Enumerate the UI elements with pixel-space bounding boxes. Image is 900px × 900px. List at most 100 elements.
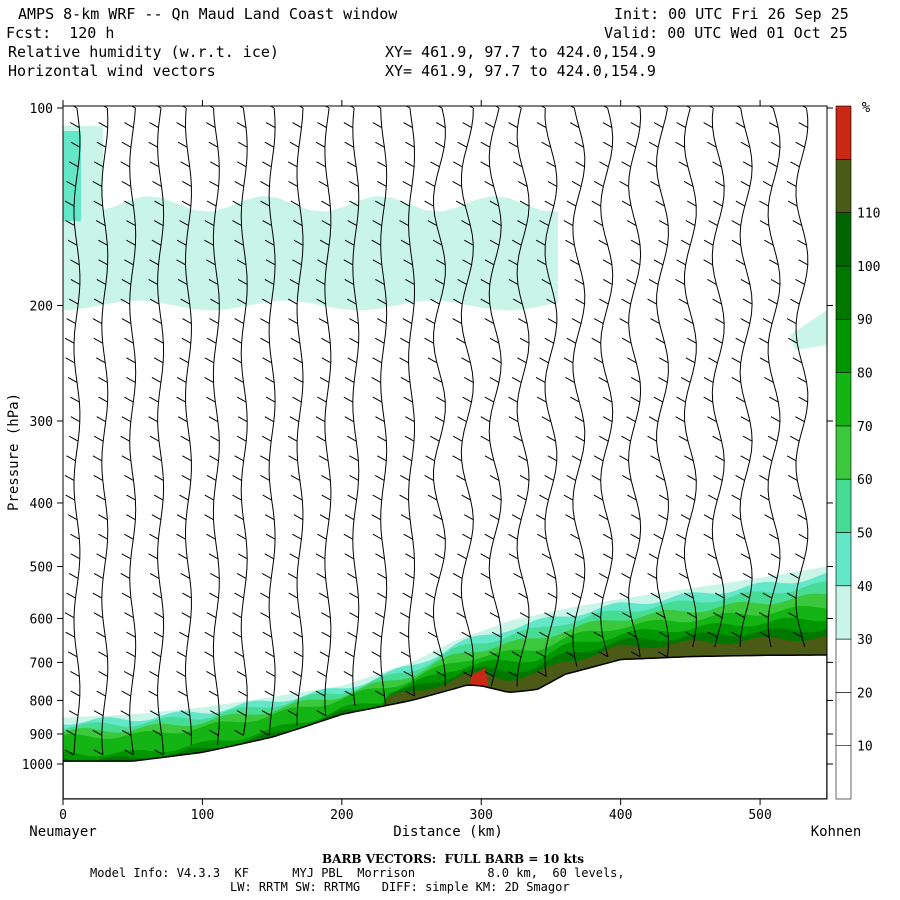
- barb-feather: [237, 690, 248, 697]
- barb-feather: [290, 612, 301, 619]
- barb-feather: [436, 122, 446, 129]
- barb-feather: [603, 141, 613, 148]
- barb-feather: [260, 729, 270, 736]
- barb-feather: [662, 106, 668, 109]
- barb-feather: [569, 122, 580, 129]
- barb-feather: [627, 494, 637, 501]
- barb-feather: [264, 416, 275, 423]
- barb-feather: [707, 141, 717, 148]
- barb-shaft: [600, 107, 614, 657]
- barb-feather: [176, 533, 186, 540]
- barb-feather: [593, 631, 604, 638]
- barb-feather: [180, 710, 191, 717]
- barb-feather: [374, 337, 385, 344]
- barb-feather: [316, 435, 326, 442]
- barb-feather: [630, 514, 641, 521]
- colorbar-label: 40: [857, 580, 873, 595]
- barb-feather: [124, 200, 134, 207]
- barb-feather: [399, 357, 409, 364]
- barb-feather: [154, 749, 164, 756]
- wind-barb-column: [260, 106, 276, 736]
- barb-feather: [372, 220, 382, 227]
- barb-shaft: [129, 107, 137, 755]
- barb-feather: [547, 318, 558, 325]
- barb-feather: [769, 396, 779, 403]
- colorbar-swatch: [835, 105, 852, 160]
- barb-feather: [288, 455, 298, 462]
- barb-feather: [98, 396, 108, 403]
- barb-feather: [64, 200, 75, 207]
- barb-feather: [759, 631, 770, 638]
- barb-feather: [541, 141, 551, 148]
- colorbar-swatch: [835, 159, 852, 213]
- barb-feather: [208, 553, 219, 560]
- barb-feather: [121, 553, 131, 560]
- barb-feather: [429, 573, 440, 579]
- barb-feather: [770, 278, 781, 285]
- barb-feather: [653, 259, 664, 266]
- barb-feather: [318, 180, 329, 187]
- barb-feather: [513, 298, 523, 305]
- barb-feather: [95, 357, 106, 364]
- barb-feather: [68, 298, 79, 305]
- barb-feather: [232, 612, 242, 619]
- barb-feather: [151, 239, 162, 246]
- barb-feather: [508, 671, 518, 677]
- barb-feather: [344, 278, 354, 285]
- barb-feather: [571, 592, 582, 599]
- barb-feather: [494, 106, 500, 109]
- barb-feather: [626, 141, 636, 148]
- barb-feather: [762, 455, 773, 462]
- barb-feather: [400, 651, 411, 658]
- barb-feather: [457, 278, 467, 285]
- barb-feather: [798, 259, 809, 266]
- section-coordinates-2: XY= 461.9, 97.7 to 424.0,154.9: [385, 62, 656, 80]
- barb-feather: [293, 514, 304, 521]
- barb-feather: [678, 161, 689, 168]
- barb-shaft: [157, 107, 165, 755]
- barb-feather: [405, 553, 415, 560]
- barb-feather: [768, 106, 774, 109]
- forecast-hour: Fcst: 120 h: [6, 24, 115, 42]
- barb-feather: [261, 435, 272, 442]
- barb-feather: [290, 474, 301, 481]
- section-coordinates-1: XY= 461.9, 97.7 to 424.0,154.9: [385, 43, 656, 61]
- barb-feather: [292, 220, 303, 227]
- barb-feather: [735, 533, 746, 540]
- barb-feather: [436, 259, 446, 266]
- barb-feather: [687, 612, 697, 619]
- barb-feather: [544, 612, 554, 619]
- barb-feather: [703, 376, 714, 383]
- barb-feather: [790, 435, 800, 442]
- x-tick-label: 500: [748, 808, 771, 823]
- barb-feather: [321, 474, 331, 481]
- barb-feather: [316, 298, 326, 305]
- wind-barb-column: [232, 106, 248, 736]
- barb-feather: [684, 592, 694, 599]
- barb-feather: [349, 200, 359, 207]
- barb-feather: [517, 220, 527, 227]
- barb-feather: [210, 435, 220, 442]
- barb-feather: [798, 122, 809, 129]
- wind-barb-column: [92, 106, 109, 756]
- barb-feather: [547, 592, 558, 599]
- barb-feather: [182, 729, 192, 736]
- barb-feather: [265, 533, 276, 540]
- barb-feather: [344, 690, 355, 697]
- barb-feather: [565, 239, 575, 246]
- barb-feather: [182, 180, 192, 187]
- barb-feather: [206, 337, 217, 344]
- barb-feather: [456, 200, 466, 207]
- barb-feather: [375, 141, 385, 148]
- barb-feather: [546, 298, 556, 305]
- barb-feather: [293, 357, 303, 364]
- barb-feather: [575, 573, 585, 579]
- barb-feather: [66, 729, 76, 736]
- barb-feather: [518, 455, 528, 462]
- barb-feather: [293, 494, 303, 501]
- barb-feather: [204, 651, 214, 658]
- colorbar-swatch: [835, 425, 852, 480]
- barb-feather: [126, 514, 136, 521]
- barb-feather: [436, 533, 446, 540]
- barb-feather: [452, 455, 462, 462]
